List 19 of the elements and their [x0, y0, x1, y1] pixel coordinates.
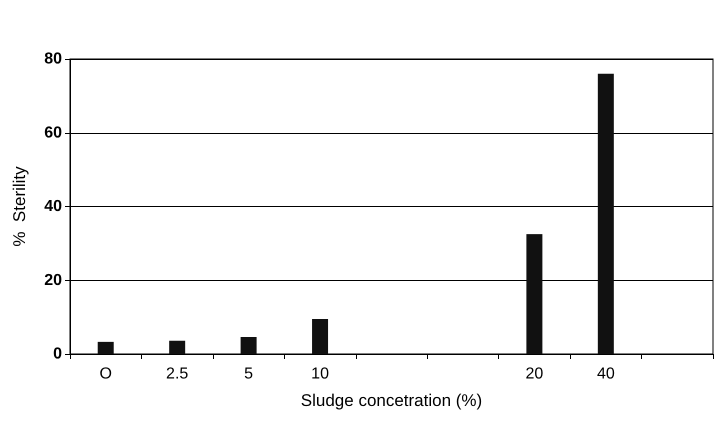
y-tick-label: 40	[44, 198, 62, 215]
x-axis-title: Sludge concetration (%)	[300, 391, 482, 410]
y-tick-label: 80	[44, 50, 62, 68]
y-tick-label: 60	[44, 124, 62, 142]
x-tick-label: 20	[525, 366, 544, 382]
x-tick-label: 40	[596, 366, 615, 382]
bar	[98, 342, 114, 354]
bar	[240, 337, 257, 354]
x-tick-label: 2.5	[166, 366, 188, 382]
y-axis-title: % Sterility	[10, 166, 29, 247]
x-tick-label: O	[99, 366, 112, 382]
x-tick-label: 5	[244, 366, 254, 382]
y-tick-label: 0	[53, 346, 62, 362]
bar	[312, 318, 328, 354]
y-tick-label: 20	[44, 272, 62, 289]
bar	[598, 74, 614, 354]
x-tick-label: 10	[311, 366, 330, 382]
bar	[526, 234, 542, 354]
bar	[169, 340, 186, 354]
